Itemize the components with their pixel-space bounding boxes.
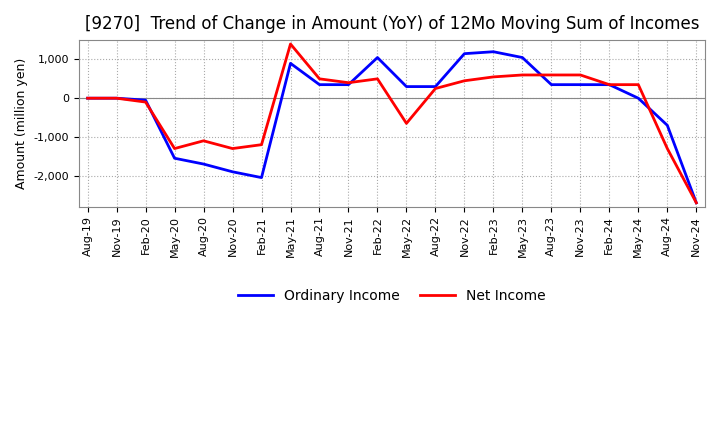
Ordinary Income	[286, 61, 294, 66]
Ordinary Income	[460, 51, 469, 56]
Net Income	[489, 74, 498, 80]
Net Income	[460, 78, 469, 84]
Title: [9270]  Trend of Change in Amount (YoY) of 12Mo Moving Sum of Incomes: [9270] Trend of Change in Amount (YoY) o…	[85, 15, 699, 33]
Net Income	[344, 80, 353, 85]
Line: Ordinary Income: Ordinary Income	[88, 52, 696, 203]
Ordinary Income	[170, 156, 179, 161]
Ordinary Income	[547, 82, 556, 87]
Ordinary Income	[112, 95, 121, 101]
Y-axis label: Amount (million yen): Amount (million yen)	[15, 58, 28, 189]
Net Income	[315, 76, 324, 81]
Ordinary Income	[518, 55, 527, 60]
Line: Net Income: Net Income	[88, 44, 696, 203]
Net Income	[402, 121, 411, 126]
Ordinary Income	[663, 123, 672, 128]
Ordinary Income	[141, 98, 150, 103]
Ordinary Income	[84, 95, 92, 101]
Net Income	[228, 146, 237, 151]
Net Income	[518, 72, 527, 77]
Ordinary Income	[605, 82, 613, 87]
Ordinary Income	[257, 175, 266, 180]
Net Income	[634, 82, 643, 87]
Net Income	[286, 41, 294, 47]
Net Income	[576, 72, 585, 77]
Net Income	[199, 138, 208, 143]
Net Income	[431, 86, 440, 91]
Ordinary Income	[199, 161, 208, 167]
Net Income	[170, 146, 179, 151]
Ordinary Income	[344, 82, 353, 87]
Net Income	[141, 99, 150, 105]
Ordinary Income	[576, 82, 585, 87]
Ordinary Income	[431, 84, 440, 89]
Net Income	[605, 82, 613, 87]
Ordinary Income	[373, 55, 382, 60]
Legend: Ordinary Income, Net Income: Ordinary Income, Net Income	[233, 283, 552, 308]
Net Income	[663, 146, 672, 151]
Net Income	[373, 76, 382, 81]
Ordinary Income	[402, 84, 411, 89]
Net Income	[692, 200, 701, 205]
Ordinary Income	[692, 200, 701, 205]
Net Income	[84, 95, 92, 101]
Net Income	[257, 142, 266, 147]
Ordinary Income	[315, 82, 324, 87]
Ordinary Income	[228, 169, 237, 174]
Net Income	[547, 72, 556, 77]
Ordinary Income	[489, 49, 498, 55]
Ordinary Income	[634, 95, 643, 101]
Net Income	[112, 95, 121, 101]
